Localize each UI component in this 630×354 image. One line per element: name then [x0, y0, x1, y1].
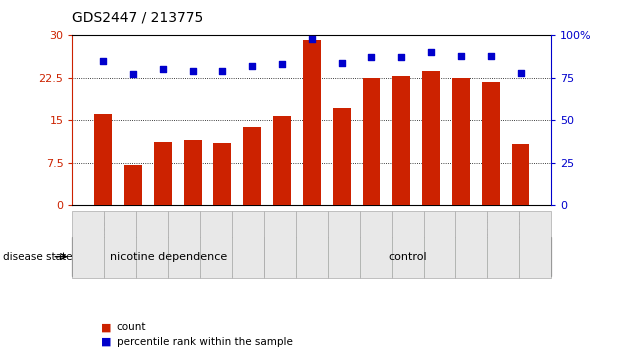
- Point: [396, 55, 406, 60]
- Point: [515, 70, 525, 76]
- Bar: [422, 70, 440, 205]
- Bar: [214, 143, 231, 205]
- Bar: [482, 82, 500, 205]
- Point: [128, 72, 138, 77]
- Text: GDS2447 / 213775: GDS2447 / 213775: [72, 11, 203, 25]
- Bar: [243, 127, 261, 205]
- Bar: [273, 116, 291, 205]
- Point: [367, 55, 377, 60]
- Point: [307, 36, 317, 42]
- Bar: [512, 144, 529, 205]
- Point: [486, 53, 496, 59]
- Bar: [452, 78, 470, 205]
- Point: [188, 68, 198, 74]
- Bar: [94, 114, 112, 205]
- Text: control: control: [388, 252, 427, 262]
- Bar: [303, 40, 321, 205]
- Point: [277, 62, 287, 67]
- Text: percentile rank within the sample: percentile rank within the sample: [117, 337, 292, 347]
- Point: [98, 58, 108, 64]
- Text: nicotine dependence: nicotine dependence: [110, 252, 227, 262]
- Text: count: count: [117, 322, 146, 332]
- Text: ■: ■: [101, 322, 112, 332]
- Point: [456, 53, 466, 59]
- Bar: [392, 76, 410, 205]
- Bar: [333, 108, 351, 205]
- Point: [426, 50, 436, 55]
- Text: ■: ■: [101, 337, 112, 347]
- Bar: [154, 142, 172, 205]
- Text: disease state: disease state: [3, 252, 72, 262]
- Point: [336, 60, 346, 65]
- Point: [247, 63, 257, 69]
- Point: [158, 67, 168, 72]
- Bar: [184, 140, 202, 205]
- Bar: [362, 78, 381, 205]
- Bar: [124, 165, 142, 205]
- Point: [217, 68, 227, 74]
